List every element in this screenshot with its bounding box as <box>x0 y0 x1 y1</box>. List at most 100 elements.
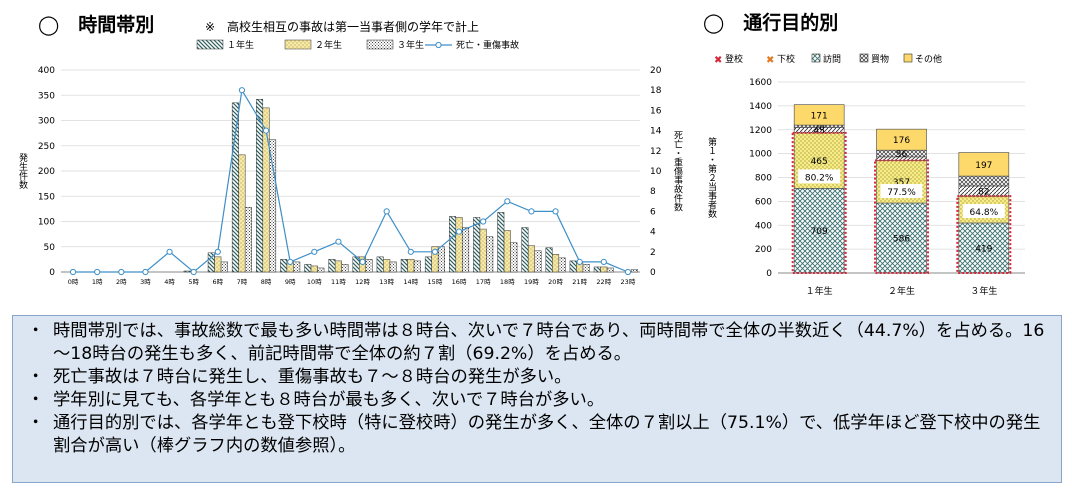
y2-tick-label: 8 <box>650 187 656 197</box>
x-tick-label: 4時 <box>164 278 175 286</box>
y-tick-label: 0 <box>49 268 55 278</box>
legend-label: 死亡・重傷事故 <box>456 39 519 51</box>
stack-segment <box>876 128 927 151</box>
bar <box>389 261 397 273</box>
stack-segment <box>958 175 1010 187</box>
data-label: 709 <box>811 227 828 237</box>
y2-tick-label: 4 <box>650 228 656 238</box>
x-tick-label: 7時 <box>237 278 248 286</box>
x-tick-label: 9時 <box>285 278 296 286</box>
x-tick-label: １年生 <box>806 285 833 297</box>
legend-label: その他 <box>915 53 942 65</box>
y2-axis-label: 死亡・重傷事故件数 <box>672 130 683 212</box>
hourly-chart: 0 50 100 150 200 250 300 350 400 0 2 4 6 8 10 12 14 16 18 2… <box>17 39 683 286</box>
summary-item: ・死亡事故は７時台に発生し、重傷事故も７～８時台の発生が多い。 <box>27 366 1049 389</box>
bar <box>630 269 638 273</box>
data-label: 56 <box>896 150 908 160</box>
bullet: ・ <box>27 413 45 433</box>
y-tick-label: 400 <box>755 221 772 231</box>
summary-text: 死亡事故は７時台に発生し、重傷事故も７～８時台の発生が多い。 <box>53 367 572 387</box>
commute-outline <box>956 195 1012 274</box>
data-label: 465 <box>811 157 828 167</box>
bar <box>328 259 336 273</box>
legend-label: 登校 <box>725 53 743 65</box>
bar <box>407 259 415 273</box>
x-tick-label: 17時 <box>476 278 491 286</box>
bar <box>521 227 529 273</box>
legend-label: 買物 <box>871 53 889 65</box>
bar <box>317 267 325 273</box>
data-label: 171 <box>811 111 828 121</box>
legend-swatch <box>811 53 821 63</box>
line-point <box>311 248 318 255</box>
summary-box: ・時間帯別では、事故総数で最も多い時間帯は８時台、次いで７時台であり、両時間帯で… <box>12 315 1062 483</box>
y-axis-label: 第１・第２当事者数 <box>706 136 717 219</box>
legend-label: ２年生 <box>315 39 342 51</box>
line-point <box>94 268 101 276</box>
bar <box>606 267 614 273</box>
line-point <box>166 248 173 255</box>
bar <box>238 154 246 273</box>
y2-tick-label: 12 <box>650 147 661 157</box>
x-tick-label: 10時 <box>307 278 322 286</box>
bar <box>424 256 432 273</box>
data-label: 45 <box>813 127 824 137</box>
bar <box>527 245 535 273</box>
line-point <box>335 238 342 245</box>
bar <box>558 257 566 273</box>
bar <box>244 207 252 273</box>
bar <box>220 261 228 273</box>
bar <box>341 264 349 273</box>
bar <box>449 216 457 273</box>
legend-swatch <box>284 39 312 50</box>
x-tick-label: 14時 <box>403 278 418 286</box>
commute-outline <box>791 131 847 275</box>
bar <box>376 256 384 273</box>
bar <box>497 212 505 273</box>
y-tick-label: 1200 <box>749 126 772 136</box>
x-tick-label: 23時 <box>621 278 636 286</box>
y-tick-label: 1400 <box>749 102 772 112</box>
line-point <box>528 208 535 215</box>
line-point <box>576 258 583 265</box>
data-label: 586 <box>893 235 910 245</box>
y-tick-label: 100 <box>38 218 55 228</box>
bar <box>383 259 391 273</box>
stack-segment <box>793 188 845 274</box>
x-tick-label: 11時 <box>331 278 346 286</box>
data-label: 419 <box>975 244 992 254</box>
y-tick-label: 1600 <box>749 78 772 88</box>
summary-text: 通行目的別では、各学年とも登下校時（特に登校時）の発生が多く、全体の７割以上（7… <box>53 413 1041 456</box>
y-axis-label: 発生件数 <box>17 152 28 190</box>
line-point <box>504 198 511 205</box>
bar <box>545 247 553 273</box>
summary-item: ・通行目的別では、各学年とも登下校時（特に登校時）の発生が多く、全体の７割以上（… <box>27 412 1049 458</box>
bar <box>365 259 373 273</box>
legend-swatch <box>366 39 394 50</box>
bar <box>304 264 312 273</box>
x-tick-label: 13時 <box>379 278 394 286</box>
x-tick-label: 2時 <box>116 278 127 286</box>
bar <box>231 102 239 273</box>
legend-swatch <box>903 53 913 63</box>
line-point <box>624 268 632 276</box>
y-tick-label: 200 <box>755 245 772 255</box>
bar <box>293 261 301 273</box>
x-tick-label: 0時 <box>68 278 79 286</box>
commute-outline <box>874 159 929 274</box>
legend-swatch: ✖ <box>766 55 774 66</box>
percent-label: 77.5% <box>887 188 916 198</box>
x-tick-label: 21時 <box>572 278 587 286</box>
bar <box>462 227 470 273</box>
percent-bg <box>798 169 841 184</box>
bar <box>413 260 421 273</box>
bar <box>400 259 408 273</box>
y2-tick-label: 14 <box>650 127 662 137</box>
purpose-heading: ◯ 通行目的別 <box>703 12 839 34</box>
line-point <box>287 258 294 265</box>
stack-segment <box>876 202 927 274</box>
x-tick-label: 16時 <box>452 278 467 286</box>
x-tick-label: 22時 <box>596 278 611 286</box>
legend-label: ３年生 <box>397 39 424 51</box>
y-tick-label: 200 <box>38 167 55 177</box>
